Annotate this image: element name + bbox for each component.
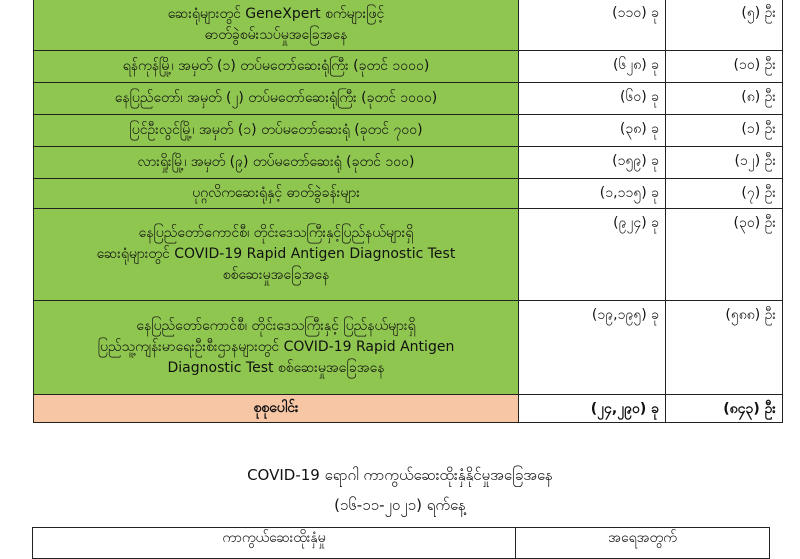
description-line: နေပြည်တော်၊ အမှတ် (၂) တပ်မတော်ဆေးရုံကြီး… xyxy=(114,90,438,106)
header-count: အရေအတွက် xyxy=(515,527,770,559)
row-persons: (၃၀) ဦး xyxy=(665,208,783,301)
row-description: ဆေးရုံများတွင် GeneXpert စက်များဖြင့်ဓာတ… xyxy=(33,0,519,51)
description-line: ဆေးရုံများတွင် GeneXpert စက်များဖြင့် xyxy=(167,5,385,22)
total-persons: (၈၄၃) ဦး xyxy=(665,394,783,423)
description-line: စစ်ဆေးမှုအခြေအနေ xyxy=(222,267,330,283)
row-units: (၁၉,၁၉၅) ခု xyxy=(518,300,666,395)
description-line: ရန်ကုန်မြို့၊ အမှတ် (၁) တပ်မတော်ဆေးရုံကြ… xyxy=(122,58,430,74)
row-persons: (၈) ဦး xyxy=(665,82,783,115)
total-units: (၂၄,၂၉၀) ခု xyxy=(518,394,666,423)
description-line: Diagnostic Test စစ်ဆေးမှုအခြေအနေ xyxy=(167,360,385,376)
table-header-row: ကာကွယ်ဆေးထိုးနှံမှု အရေအတွက် xyxy=(32,527,770,559)
description-line: နေပြည်တော်ကောင်စီ၊ တိုင်းဒေသကြီးနှင့် ပြ… xyxy=(136,318,416,334)
description-line: ပြင်ဦးလွင်မြို့၊ အမှတ် (၁) တပ်မတော်ဆေးရု… xyxy=(129,122,423,138)
row-units: (၁၅၉) ခု xyxy=(518,146,666,179)
row-units: (၁၁၀) ခု xyxy=(518,0,666,51)
table-row: ရန်ကုန်မြို့၊ အမှတ် (၁) တပ်မတော်ဆေးရုံကြ… xyxy=(33,50,783,83)
description-line: ဆေးရုံများတွင် COVID-19 Rapid Antigen Di… xyxy=(96,246,456,262)
row-description: နေပြည်တော်၊ အမှတ် (၂) တပ်မတော်ဆေးရုံကြီး… xyxy=(33,82,519,115)
row-units: (၆၀) ခု xyxy=(518,82,666,115)
row-persons: (၅) ဦး xyxy=(665,0,783,51)
row-persons: (၇) ဦး xyxy=(665,178,783,209)
table-row: နေပြည်တော်၊ အမှတ် (၂) တပ်မတော်ဆေးရုံကြီး… xyxy=(33,82,783,115)
row-units: (၃၈) ခု xyxy=(518,114,666,147)
description-line: နေပြည်တော်ကောင်စီ၊ တိုင်းဒေသကြီးနှင့်ပြည… xyxy=(138,225,414,241)
row-units: (၉၂၄) ခု xyxy=(518,208,666,301)
row-description: နေပြည်တော်ကောင်စီ၊ တိုင်းဒေသကြီးနှင့်ပြည… xyxy=(33,208,519,301)
table-row: ပုဂ္ဂလိကဆေးရုံနှင့် ဓာတ်ခွဲခန်းများ (၁,၁၁… xyxy=(33,178,783,209)
description-line: ဓာတ်ခွဲစမ်းသပ်မှုအခြေအနေ xyxy=(204,26,348,43)
section-title: COVID-19 ရောဂါ ကာကွယ်ဆေးထိုးနှံနိုင်မှုအ… xyxy=(247,466,553,484)
row-units: (၁,၁၁၅) ခု xyxy=(518,178,666,209)
row-description: ရန်ကုန်မြို့၊ အမှတ် (၁) တပ်မတော်ဆေးရုံကြ… xyxy=(33,50,519,83)
table-row: နေပြည်တော်ကောင်စီ၊ တိုင်းဒေသကြီးနှင့်ပြည… xyxy=(33,208,783,301)
row-persons: (၁၀) ဦး xyxy=(665,50,783,83)
row-persons: (၁၂) ဦး xyxy=(665,146,783,179)
table-row: လားရှိုးမြို့၊ အမှတ် (၉) တပ်မတော်ဆေးရုံ … xyxy=(33,146,783,179)
testing-table: ဆေးရုံများတွင် GeneXpert စက်များဖြင့်ဓာတ… xyxy=(33,0,783,423)
table-row: နေပြည်တော်ကောင်စီ၊ တိုင်းဒေသကြီးနှင့် ပြ… xyxy=(33,300,783,395)
vaccination-table: ကာကွယ်ဆေးထိုးနှံမှု အရေအတွက် xyxy=(32,527,770,559)
table-row: ဆေးရုံများတွင် GeneXpert စက်များဖြင့်ဓာတ… xyxy=(33,0,783,51)
total-row: စုစုပေါင်း (၂၄,၂၉၀) ခု (၈၄၃) ဦး xyxy=(33,394,783,423)
row-description: လားရှိုးမြို့၊ အမှတ် (၉) တပ်မတော်ဆေးရုံ … xyxy=(33,146,519,179)
row-units: (၆၂၈) ခု xyxy=(518,50,666,83)
row-persons: (၅၈၈) ဦး xyxy=(665,300,783,395)
description-line: ပြည်သူ့ကျန်းမာရေးဦးစီးဌာနများတွင် COVID-… xyxy=(97,339,455,355)
table-row: ပြင်ဦးလွင်မြို့၊ အမှတ် (၁) တပ်မတော်ဆေးရု… xyxy=(33,114,783,147)
row-description: ပြင်ဦးလွင်မြို့၊ အမှတ် (၁) တပ်မတော်ဆေးရု… xyxy=(33,114,519,147)
section-date: (၁၆-၁၁-၂၀၂၁) ရက်နေ့ xyxy=(334,496,466,514)
row-persons: (၁) ဦး xyxy=(665,114,783,147)
header-vaccination: ကာကွယ်ဆေးထိုးနှံမှု xyxy=(32,527,516,559)
description-line: လားရှိုးမြို့၊ အမှတ် (၉) တပ်မတော်ဆေးရုံ … xyxy=(137,154,415,170)
row-description: ပုဂ္ဂလိကဆေးရုံနှင့် ဓာတ်ခွဲခန်းများ xyxy=(33,178,519,209)
total-label: စုစုပေါင်း xyxy=(33,394,519,423)
row-description: နေပြည်တော်ကောင်စီ၊ တိုင်းဒေသကြီးနှင့် ပြ… xyxy=(33,300,519,395)
description-line: ပုဂ္ဂလိကဆေးရုံနှင့် ဓာတ်ခွဲခန်းများ xyxy=(192,185,360,201)
